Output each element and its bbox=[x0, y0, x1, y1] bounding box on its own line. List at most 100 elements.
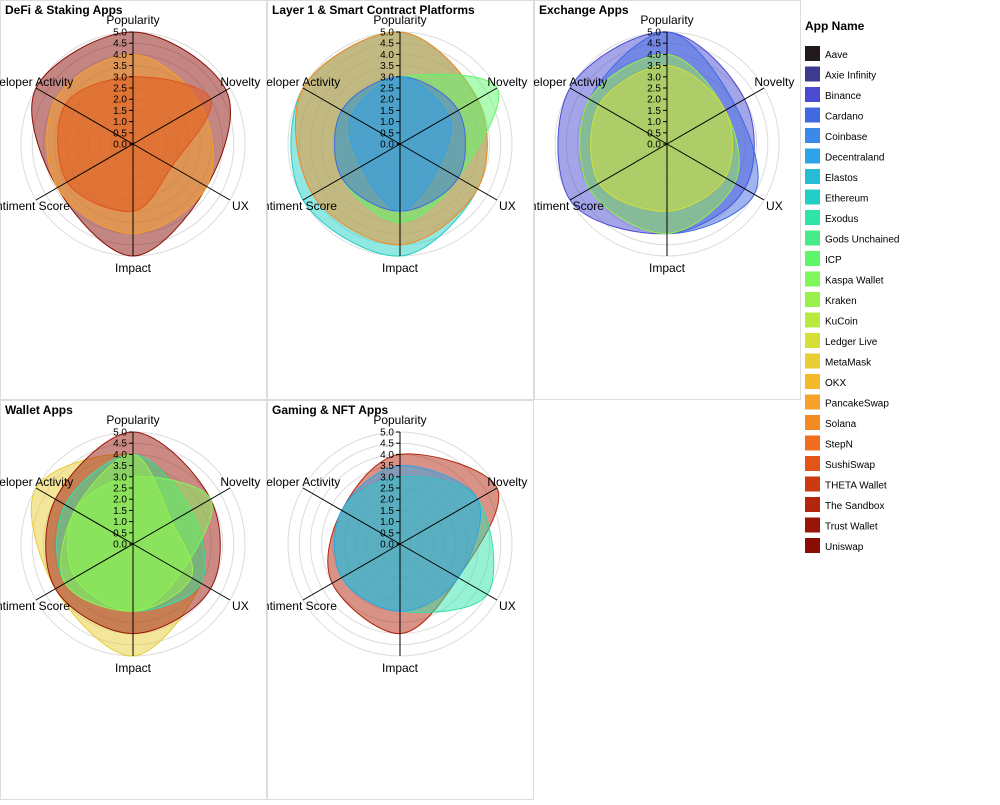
legend-label: THETA Wallet bbox=[825, 481, 887, 492]
legend-label: The Sandbox bbox=[825, 501, 885, 512]
legend-label: Decentraland bbox=[825, 153, 884, 164]
axis-label: UX bbox=[499, 599, 516, 613]
legend-swatch bbox=[805, 517, 820, 533]
radial-tick-label: 2.0 bbox=[647, 95, 661, 106]
radial-tick-label: 3.5 bbox=[113, 61, 127, 72]
axis-spoke bbox=[302, 143, 401, 201]
radial-tick-label: 0.5 bbox=[113, 528, 127, 539]
radial-tick-label: 0.0 bbox=[647, 140, 661, 151]
axis-label: Novelty bbox=[487, 75, 527, 89]
axis-spoke bbox=[302, 87, 401, 145]
axis-label: Popularity bbox=[373, 413, 426, 427]
radial-tick-label: 3.5 bbox=[647, 61, 661, 72]
axis-spoke bbox=[569, 143, 668, 201]
axis-label: Sentiment Score bbox=[515, 199, 604, 213]
axis-spoke bbox=[569, 87, 668, 145]
radial-tick-label: 0.5 bbox=[647, 128, 661, 139]
legend-label: Exodus bbox=[825, 214, 858, 225]
radial-tick-label: 2.5 bbox=[113, 484, 127, 495]
legend-label: StepN bbox=[825, 440, 853, 451]
panel-plot-area: 0.00.51.01.52.02.53.03.54.04.55.0Popular… bbox=[267, 13, 527, 275]
radial-tick-label: 4.5 bbox=[113, 39, 127, 50]
legend-label: PancakeSwap bbox=[825, 399, 889, 410]
axis-label: Sentiment Score bbox=[248, 599, 337, 613]
radial-tick-label: 0.0 bbox=[380, 540, 394, 551]
panel-plot-area: 0.00.51.01.52.02.53.03.54.04.55.0Popular… bbox=[515, 13, 794, 275]
radial-tick-label: 1.0 bbox=[113, 117, 127, 128]
axis-spoke bbox=[666, 143, 765, 201]
radial-tick-label: 1.5 bbox=[113, 106, 127, 117]
radial-tick-label: 3.5 bbox=[113, 461, 127, 472]
radar-panel: 0.00.51.01.52.02.53.03.54.04.55.0Popular… bbox=[0, 400, 267, 800]
legend-label: Kaspa Wallet bbox=[825, 276, 884, 287]
radial-tick-label: 0.5 bbox=[113, 128, 127, 139]
radial-tick-label: 0.0 bbox=[113, 540, 127, 551]
legend-label: Uniswap bbox=[825, 542, 864, 553]
axis-spoke bbox=[302, 487, 401, 545]
legend-label: KuCoin bbox=[825, 317, 858, 328]
radar-panel: 0.00.51.01.52.02.53.03.54.04.55.0Popular… bbox=[245, 400, 534, 800]
radial-tick-label: 1.5 bbox=[380, 506, 394, 517]
radial-tick-label: 4.5 bbox=[380, 39, 394, 50]
radial-tick-label: 4.5 bbox=[647, 39, 661, 50]
axis-label: Novelty bbox=[220, 475, 260, 489]
legend-swatch bbox=[805, 210, 820, 225]
legend-label: Coinbase bbox=[825, 132, 868, 143]
panel-plot-area: 0.00.51.01.52.02.53.03.54.04.55.0Popular… bbox=[245, 413, 527, 675]
radial-tick-label: 2.0 bbox=[113, 95, 127, 106]
axis-spoke bbox=[132, 87, 231, 145]
radial-tick-label: 4.5 bbox=[380, 439, 394, 450]
axis-label: Popularity bbox=[373, 13, 426, 27]
axis-spoke bbox=[399, 487, 498, 545]
axis-label: Sentiment Score bbox=[0, 199, 70, 213]
legend-label: Cardano bbox=[825, 112, 864, 123]
radial-tick-label: 3.0 bbox=[113, 72, 127, 83]
legend-title: App Name bbox=[805, 19, 865, 33]
legend-swatch bbox=[805, 46, 820, 61]
panel-title: Exchange Apps bbox=[539, 3, 629, 17]
axis-spoke bbox=[35, 143, 134, 201]
legend-swatch bbox=[805, 148, 820, 164]
legend-swatch bbox=[805, 374, 820, 389]
radial-tick-label: 1.5 bbox=[647, 106, 661, 117]
radial-tick-label: 2.0 bbox=[113, 495, 127, 506]
legend-swatch bbox=[805, 497, 820, 512]
legend-swatch bbox=[805, 353, 820, 369]
radial-tick-label: 4.0 bbox=[380, 50, 394, 61]
legend-swatch bbox=[805, 394, 820, 410]
radial-tick-label: 3.5 bbox=[380, 61, 394, 72]
axis-label: Novelty bbox=[487, 475, 527, 489]
radial-tick-label: 3.0 bbox=[380, 72, 394, 83]
legend-label: Ledger Live bbox=[825, 337, 878, 348]
axis-label: Popularity bbox=[106, 13, 159, 27]
radial-tick-label: 2.5 bbox=[113, 84, 127, 95]
radial-tick-label: 0.5 bbox=[380, 128, 394, 139]
legend-swatch bbox=[805, 333, 820, 348]
radial-tick-label: 4.0 bbox=[380, 450, 394, 461]
radial-tick-label: 3.0 bbox=[380, 472, 394, 483]
legend-swatch bbox=[805, 189, 820, 205]
radial-tick-label: 0.0 bbox=[380, 140, 394, 151]
radial-tick-label: 2.5 bbox=[647, 84, 661, 95]
axis-label: Developer Activity bbox=[245, 475, 340, 489]
radial-tick-label: 2.0 bbox=[380, 495, 394, 506]
radar-panel: 0.00.51.01.52.02.53.03.54.04.55.0Popular… bbox=[515, 0, 801, 400]
radial-tick-label: 1.5 bbox=[113, 506, 127, 517]
panel-title: Layer 1 & Smart Contract Platforms bbox=[272, 3, 475, 17]
legend-label: Solana bbox=[825, 419, 857, 430]
radial-tick-label: 5.0 bbox=[113, 428, 127, 439]
panel-title: Gaming & NFT Apps bbox=[272, 403, 389, 417]
radial-tick-label: 2.5 bbox=[380, 484, 394, 495]
legend-label: Binance bbox=[825, 91, 862, 102]
legend-label: Elastos bbox=[825, 173, 858, 184]
axis-label: UX bbox=[232, 599, 249, 613]
legend-swatch bbox=[805, 87, 820, 102]
axis-label: UX bbox=[232, 199, 249, 213]
legend-swatch bbox=[805, 66, 820, 82]
radial-tick-label: 5.0 bbox=[113, 28, 127, 39]
legend-label: MetaMask bbox=[825, 358, 872, 369]
radial-tick-label: 1.0 bbox=[380, 117, 394, 128]
legend-swatch bbox=[805, 476, 820, 492]
legend-swatch bbox=[805, 456, 820, 471]
